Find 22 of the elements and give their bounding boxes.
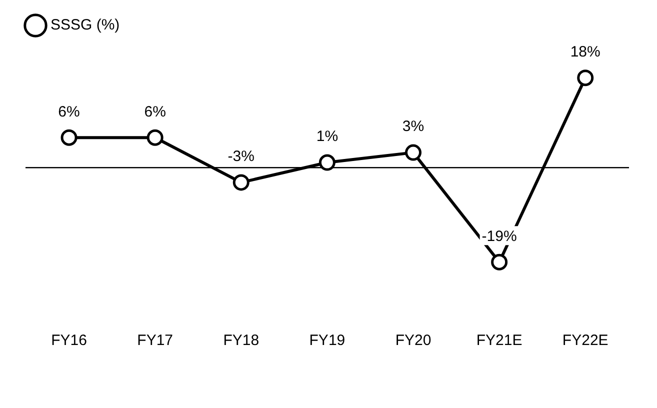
data-label: 18% — [570, 44, 600, 60]
data-label: 3% — [402, 118, 424, 136]
x-tick-label: FY21E — [476, 332, 522, 350]
legend-label: SSSG (%) — [50, 16, 120, 34]
point — [60, 129, 78, 146]
point — [405, 144, 422, 161]
point — [577, 70, 594, 86]
data-label: 1% — [316, 128, 338, 146]
point — [146, 129, 164, 146]
point — [491, 254, 508, 270]
x-tick-label: FY22E — [562, 332, 608, 350]
data-label: -3% — [228, 148, 254, 166]
data-label: 6% — [144, 103, 166, 120]
x-tick-label: FY18 — [223, 332, 260, 350]
data-label: 6% — [58, 103, 80, 120]
x-tick-label: FY19 — [309, 332, 346, 350]
x-tick-label: FY16 — [51, 332, 87, 350]
point — [318, 154, 336, 171]
data-label: -19% — [482, 228, 517, 245]
point — [232, 174, 250, 191]
x-tick-label: FY17 — [137, 332, 174, 350]
x-tick-label: FY20 — [395, 332, 432, 350]
